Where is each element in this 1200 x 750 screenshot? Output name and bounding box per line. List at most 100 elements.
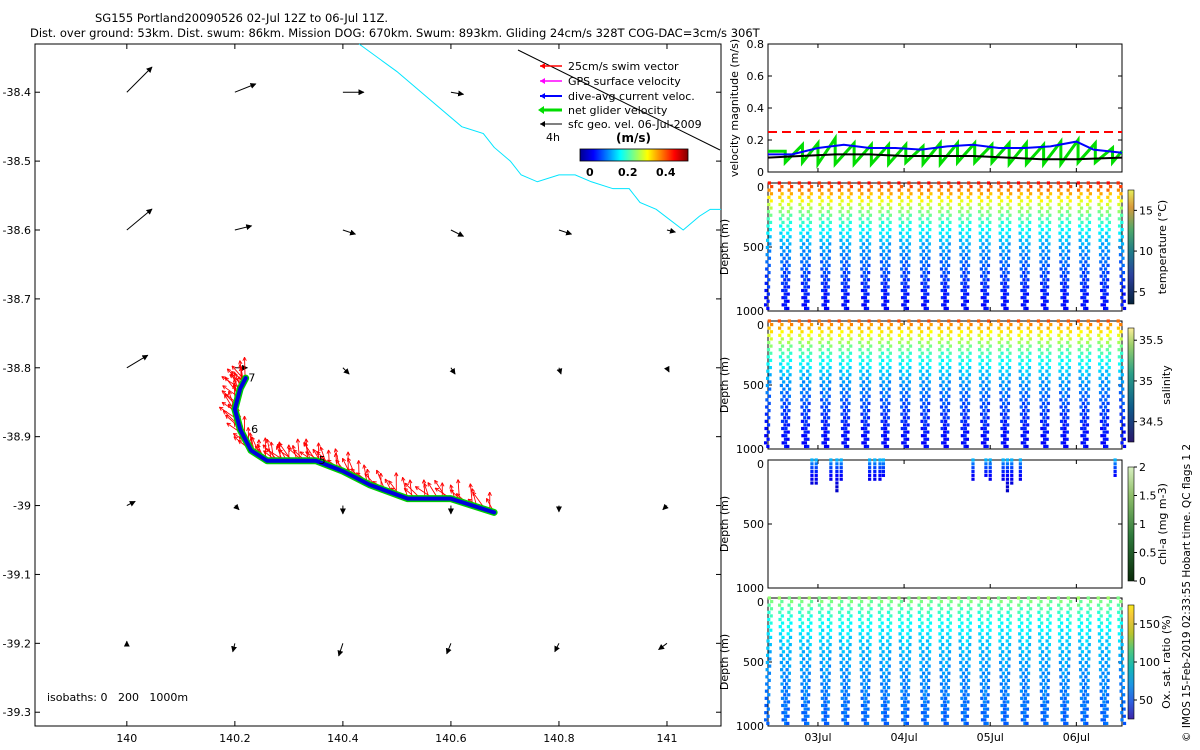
profile-point [781,303,785,307]
profile-point [808,635,813,640]
profile-point [884,689,888,693]
profile-point [802,671,806,675]
profile-point [927,249,931,253]
profile-point [861,242,865,246]
profile-point [926,217,930,221]
profile-point [864,412,868,416]
profile-point [863,707,867,711]
profile-point [788,650,792,654]
profile-point [858,632,862,636]
profile-point [1023,419,1027,423]
profile-point [958,653,963,657]
profile-point [1099,412,1103,416]
profile-point [767,617,771,622]
profile-point [929,330,933,334]
profile-point [789,628,793,632]
profile-point [767,596,771,600]
current-vector [234,83,257,93]
profile-point [866,632,870,636]
profile-point [783,285,787,289]
profile-point [1010,466,1014,470]
profile-point [790,599,794,604]
profile-point [1047,365,1051,370]
profile-point [971,466,975,470]
profile-point [765,376,770,380]
profile-point [1099,274,1103,278]
profile-point [939,330,944,334]
profile-point [805,245,809,250]
profile-point [1064,253,1068,257]
swim-vector-head [388,480,393,485]
profile-point [1103,412,1107,416]
profile-point [820,696,824,700]
profile-point [847,409,851,413]
profile-point [859,646,863,650]
profile-point [942,263,946,268]
profile-point [859,376,863,380]
profile-point [840,675,844,679]
profile-point [862,671,866,675]
profile-point [869,599,873,604]
profile-point [922,409,926,413]
profile-point [1065,430,1069,434]
profile-point [878,231,883,235]
profile-point [1104,376,1109,380]
profile-point [918,217,922,221]
profile-point [969,192,973,196]
profile-point [1082,299,1087,303]
profile-point [888,621,893,625]
profile-point [806,217,810,221]
profile-point [1037,210,1041,214]
profile-point [965,238,969,242]
profile-point [985,653,989,657]
profile-point [943,703,948,708]
profile-point [857,326,861,330]
profile-point [786,646,790,650]
profile-point [1046,401,1050,406]
profile-point [863,423,867,427]
profile-point [799,383,803,388]
profile-point [1024,274,1028,278]
profile-point [1080,288,1084,293]
profile-point [963,696,968,700]
profile-point [1083,274,1088,278]
profile-point [868,220,872,225]
swim-vector-head [384,478,389,483]
profile-point [1117,224,1122,228]
profile-point [940,696,944,700]
profile-point [840,419,844,423]
profile-point [1067,380,1071,384]
profile-point [960,303,965,307]
profile-point [906,271,911,275]
profile-point [965,383,969,388]
profile-point [1098,224,1102,228]
profile-point [844,412,848,416]
profile-point [980,628,984,632]
profile-point [938,231,942,235]
profile-point [1018,245,1023,250]
profile-point [1038,238,1042,242]
profile-point [805,260,809,264]
profile-point [884,682,888,686]
profile-point [827,394,831,398]
profile-point [1081,657,1085,661]
profile-point [1040,628,1044,632]
profile-point [1043,444,1047,449]
profile-point [1102,441,1107,445]
profile-point [1037,188,1041,192]
profile-point [1007,394,1011,398]
profile-point [863,437,867,441]
profile-point [828,635,832,640]
profile-point [926,409,931,413]
profile-point [1003,718,1007,722]
profile-point [809,322,814,327]
profile-point [866,617,870,622]
profile-point [881,462,886,466]
profile-point [826,202,831,207]
profile-point [806,646,810,650]
profile-point [864,696,868,700]
profile-point [901,303,905,307]
profile-point [1120,242,1125,246]
profile-point [925,306,929,311]
profile-point [1087,235,1091,239]
